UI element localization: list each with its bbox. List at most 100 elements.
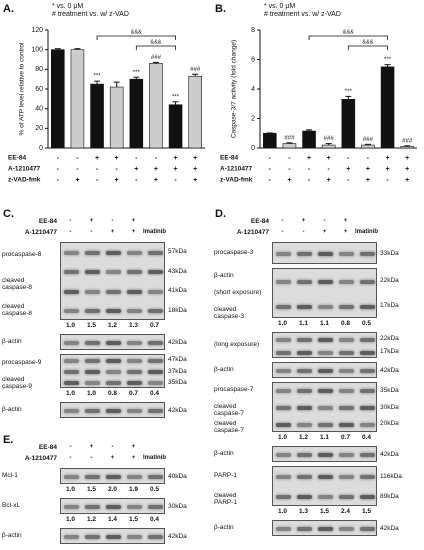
treatment-label: A-1210477 — [24, 229, 57, 236]
protein-label: cleaved caspase-7 — [214, 419, 244, 434]
quantification: 0.4 — [361, 434, 372, 441]
band — [360, 422, 375, 427]
protein-label: cleaved PARP-1 — [214, 492, 237, 506]
protein-label: β-actin — [214, 366, 234, 373]
marker-label: 30kDa — [380, 403, 399, 411]
treatment-sign: - — [69, 218, 72, 224]
treatment-sign: - — [347, 177, 350, 184]
quantification: 1.4 — [107, 516, 118, 523]
treatment-sign: + — [110, 229, 115, 235]
blot-strip — [60, 402, 165, 418]
band — [64, 358, 79, 363]
band — [276, 337, 291, 342]
treatment-sign: + — [193, 177, 197, 184]
treatment-sign: + — [115, 155, 119, 162]
marker-label: 17kDa — [380, 302, 399, 309]
marker-label: 42kDa — [380, 366, 399, 374]
protein-label: procaspase-3 — [214, 249, 254, 256]
quantification: 0.7 — [128, 390, 139, 397]
band — [297, 304, 312, 309]
panel-label: D. — [215, 208, 226, 220]
bar — [400, 146, 414, 149]
panel-label: C. — [3, 208, 14, 220]
band — [339, 350, 354, 355]
significance-label: ### — [190, 67, 201, 73]
bar — [129, 78, 144, 149]
band — [339, 252, 354, 256]
treatment-sign: - — [386, 177, 389, 184]
blot-strip — [60, 528, 165, 544]
treatment-sign: + — [287, 177, 291, 184]
treatment-sign: - — [135, 177, 138, 184]
band — [127, 289, 142, 294]
treatment-sign: - — [57, 155, 60, 162]
protein-label: procaspase-8 — [2, 251, 42, 258]
protein-label: β-actin — [2, 338, 22, 345]
significance-label: ### — [363, 137, 374, 143]
marker-label: 43kDa — [168, 267, 187, 275]
band — [297, 495, 312, 499]
treatment-sign: + — [89, 218, 94, 224]
protein-label: PARP-1 — [214, 472, 237, 479]
quantification: 1.0 — [65, 322, 76, 329]
blot-strip — [272, 446, 377, 462]
treatment-sign: - — [69, 455, 72, 461]
quantification: 0.8 — [340, 320, 351, 327]
band — [85, 289, 100, 294]
protein-label: β-actin — [2, 406, 22, 413]
treatment-sign: - — [57, 177, 60, 184]
treatment-sign: + — [174, 155, 178, 162]
band — [64, 505, 79, 509]
band — [106, 289, 121, 294]
band — [276, 369, 291, 373]
band — [127, 409, 142, 413]
treatment-sign: + — [405, 155, 409, 162]
panel-label: E. — [3, 434, 14, 446]
band — [127, 341, 142, 345]
protein-label: (long exposure) — [214, 341, 260, 348]
band — [276, 422, 291, 427]
band — [339, 389, 354, 394]
band — [106, 381, 121, 386]
treatment-sign: - — [367, 155, 370, 162]
band — [339, 453, 354, 457]
treatment-sign: - — [116, 166, 119, 173]
y-tick-label: 80 — [35, 66, 43, 73]
treatment-sign: + — [343, 229, 348, 235]
band — [148, 250, 163, 255]
band — [276, 495, 291, 499]
marker-label: 20kDa — [380, 420, 399, 428]
protein-label: procaspase-9 — [2, 358, 42, 366]
quantification: 2.0 — [107, 486, 118, 493]
band — [85, 409, 100, 413]
treatment-sign: - — [155, 155, 158, 162]
legend-text: # treatment vs. w/ z-VAD — [52, 11, 129, 18]
significance-label: ### — [284, 135, 295, 141]
treatment-sign: - — [111, 444, 114, 450]
band — [360, 337, 375, 342]
treatment-sign: - — [347, 155, 350, 162]
quantification: 0.5 — [149, 486, 160, 493]
y-tick-label: 8 — [251, 27, 255, 34]
blot-strip — [272, 242, 377, 264]
band — [127, 309, 142, 314]
band — [127, 535, 142, 539]
band — [276, 279, 291, 284]
band — [85, 270, 100, 275]
band — [106, 270, 121, 275]
band — [318, 495, 333, 499]
band — [276, 406, 291, 410]
marker-label: 41kDa — [168, 287, 187, 295]
band — [85, 505, 100, 509]
marker-label: 42kDa — [168, 532, 187, 540]
panel-label: A. — [3, 3, 14, 15]
treatment-sign: + — [386, 166, 390, 173]
quantification: 1.3 — [128, 322, 139, 329]
band — [106, 475, 121, 479]
treatment-sign: - — [288, 155, 291, 162]
bar — [188, 75, 202, 149]
band — [85, 250, 100, 255]
quantification: 1.3 — [298, 508, 309, 515]
protein-label: cleaved caspase-7 — [214, 403, 244, 417]
quantification: 1.0 — [277, 508, 288, 515]
